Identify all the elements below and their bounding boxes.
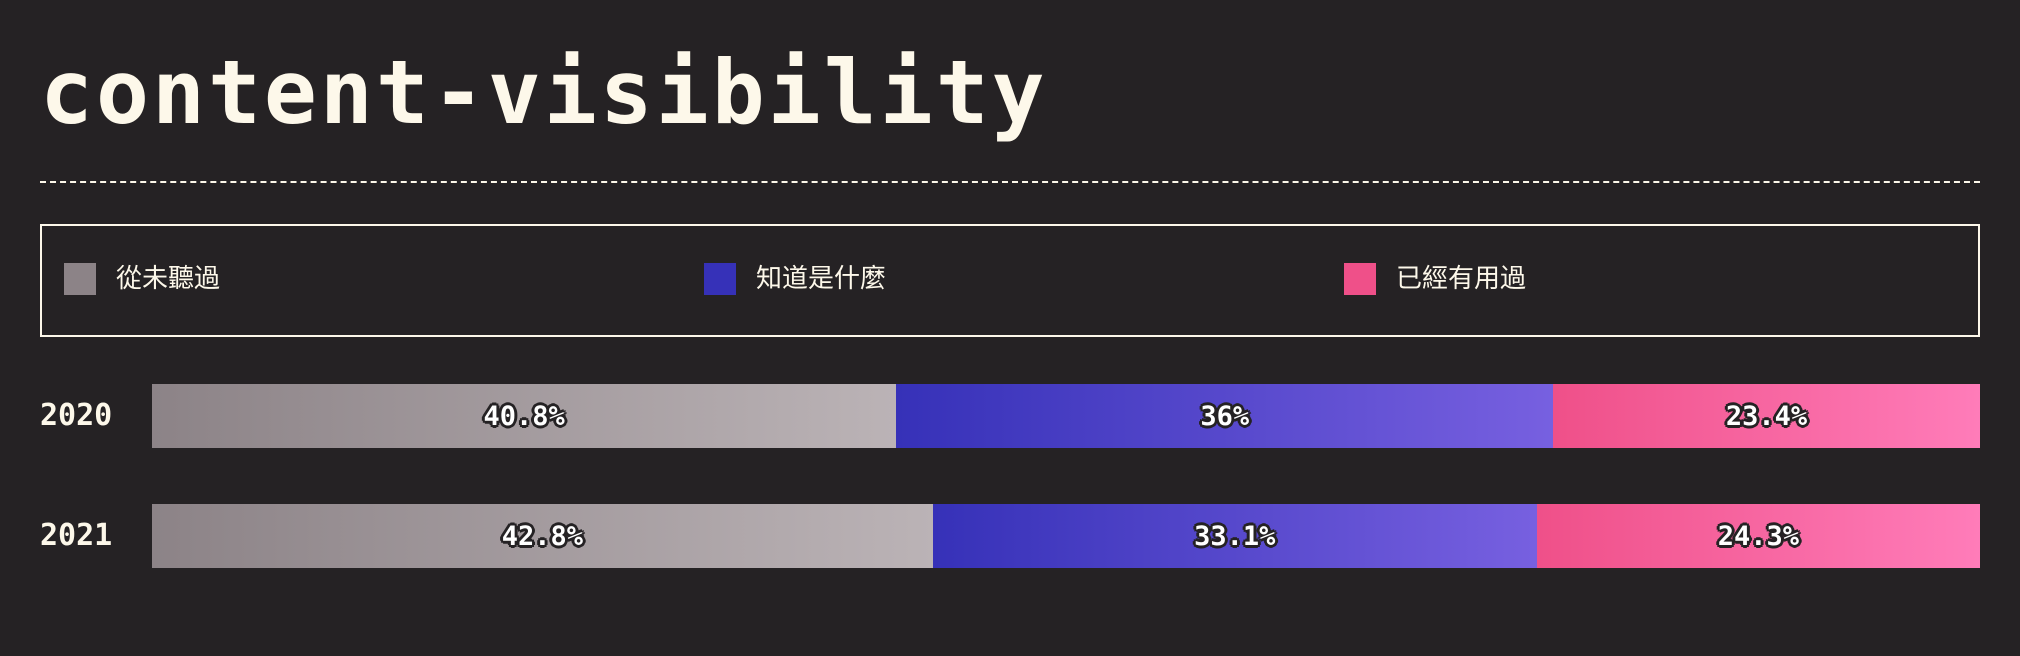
- stacked-bar-track: 42.8% 33.1% 24.3%: [152, 504, 1980, 568]
- legend-swatch-know-what-it-is: [704, 263, 736, 295]
- data-label: 24.3%: [1717, 520, 1799, 552]
- chart-legend: 從未聽過 知道是什麼 已經有用過: [40, 224, 1980, 337]
- data-label: 33.1%: [1194, 520, 1276, 552]
- bar-segment-know-what-it-is: 36%: [896, 384, 1554, 448]
- legend-item-know-what-it-is: 知道是什麼: [704, 262, 886, 296]
- chart-row: 2020 40.8% 36% 23.4%: [40, 384, 1980, 448]
- stacked-bar-track: 40.8% 36% 23.4%: [152, 384, 1980, 448]
- bar-segment-have-used: 23.4%: [1553, 384, 1980, 448]
- chart-row: 2021 42.8% 33.1% 24.3%: [40, 504, 1980, 568]
- legend-label-never-heard: 從未聽過: [116, 264, 221, 294]
- legend-label-have-used: 已經有用過: [1396, 264, 1527, 294]
- data-label: 40.8%: [483, 400, 565, 432]
- legend-item-have-used: 已經有用過: [1344, 262, 1526, 296]
- bar-segment-have-used: 24.3%: [1536, 504, 1980, 568]
- legend-item-never-heard: 從未聽過: [64, 262, 220, 296]
- data-label: 23.4%: [1725, 400, 1808, 432]
- legend-swatch-never-heard: [64, 263, 96, 295]
- data-label: 42.8%: [501, 520, 584, 552]
- legend-label-know-what-it-is: 知道是什麼: [756, 264, 887, 294]
- bar-segment-never-heard: 40.8%: [152, 384, 897, 448]
- legend-swatch-have-used: [1344, 263, 1376, 295]
- bar-segment-never-heard: 42.8%: [152, 504, 933, 568]
- category-label: 2020: [40, 398, 113, 433]
- category-label: 2021: [40, 518, 113, 553]
- bar-segment-know-what-it-is: 33.1%: [932, 504, 1537, 568]
- data-label: 36%: [1200, 400, 1250, 432]
- page-title: content-visibility: [40, 41, 1048, 144]
- title-divider: [40, 181, 1980, 183]
